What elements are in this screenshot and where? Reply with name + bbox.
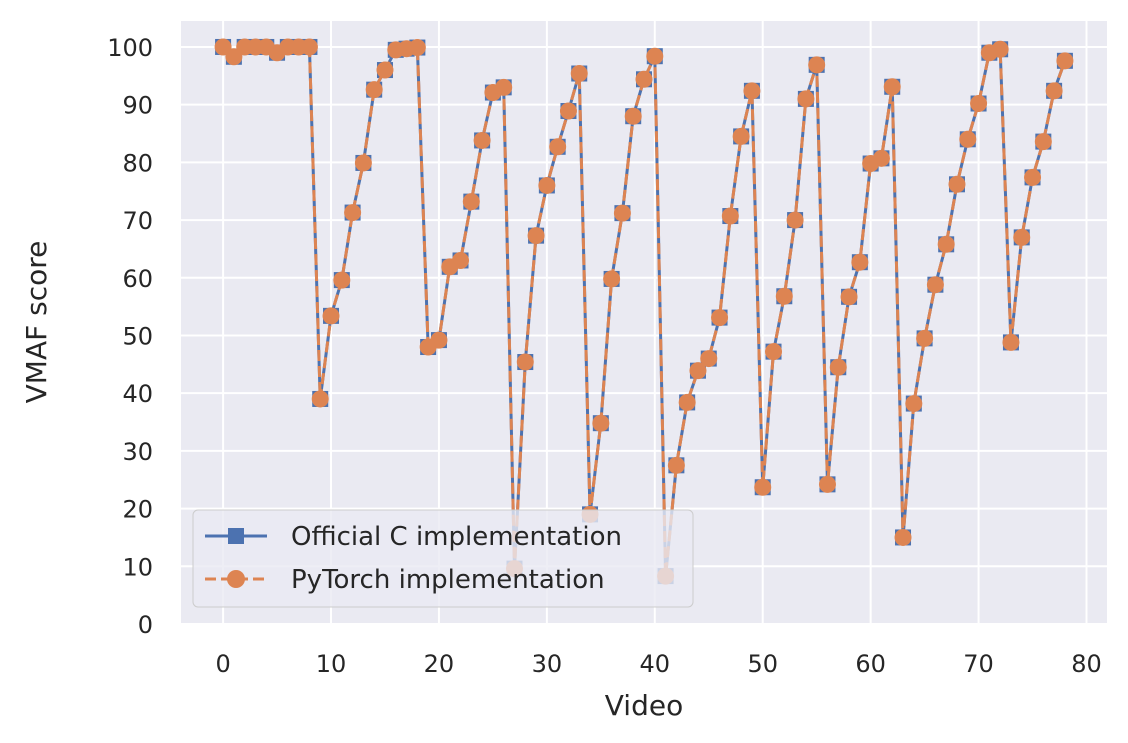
point-pytorch <box>667 456 685 474</box>
point-pytorch <box>495 78 513 96</box>
y-tick-label: 50 <box>122 322 153 350</box>
legend-box <box>192 509 694 608</box>
point-pytorch <box>851 253 869 271</box>
point-pytorch <box>646 47 664 65</box>
point-pytorch <box>570 65 588 83</box>
y-tick-label: 30 <box>122 438 153 466</box>
point-pytorch <box>700 350 718 368</box>
point-pytorch <box>883 78 901 96</box>
point-pytorch <box>1045 82 1063 100</box>
point-pytorch <box>970 95 988 113</box>
point-pytorch <box>311 390 329 408</box>
x-tick-label: 10 <box>316 650 347 678</box>
point-pytorch <box>916 329 934 347</box>
point-pytorch <box>948 175 966 193</box>
point-pytorch <box>894 528 912 546</box>
legend-label-official: Official C implementation <box>291 522 622 552</box>
y-tick-label: 20 <box>122 496 153 524</box>
point-pytorch <box>937 235 955 253</box>
x-tick-label: 60 <box>855 650 886 678</box>
point-pytorch <box>214 38 232 56</box>
y-axis-title: VMAF score <box>20 241 53 404</box>
point-pytorch <box>775 287 793 305</box>
point-pytorch <box>689 362 707 380</box>
x-tick-label: 20 <box>424 650 455 678</box>
point-pytorch <box>549 138 567 156</box>
point-pytorch <box>322 307 340 325</box>
point-pytorch <box>905 395 923 413</box>
point-pytorch <box>1034 133 1052 151</box>
legend-entry-pytorch: PyTorch implementation <box>205 565 605 595</box>
point-pytorch <box>624 107 642 125</box>
point-pytorch <box>959 130 977 148</box>
point-pytorch <box>808 56 826 74</box>
point-pytorch <box>786 211 804 229</box>
legend-entry-official: Official C implementation <box>205 522 622 552</box>
y-tick-label: 60 <box>122 265 153 293</box>
point-pytorch <box>430 331 448 349</box>
point-pytorch <box>354 154 372 172</box>
y-tick-label: 10 <box>122 553 153 581</box>
point-pytorch <box>452 251 470 269</box>
point-pytorch <box>225 48 243 66</box>
point-pytorch <box>711 309 729 327</box>
point-pytorch <box>1013 228 1031 246</box>
point-pytorch <box>603 270 621 288</box>
point-pytorch <box>732 127 750 145</box>
x-tick-label: 30 <box>532 650 563 678</box>
point-pytorch <box>333 271 351 289</box>
legend-marker-square-icon <box>228 528 244 544</box>
point-pytorch <box>376 61 394 79</box>
y-tick-label: 100 <box>107 34 153 62</box>
point-pytorch <box>344 204 362 222</box>
point-pytorch <box>635 70 653 88</box>
x-axis-title: Video <box>605 689 683 722</box>
y-tick-label: 80 <box>122 149 153 177</box>
y-tick-label: 40 <box>122 380 153 408</box>
legend-marker-circle-icon <box>227 570 245 588</box>
point-pytorch <box>991 40 1009 58</box>
point-pytorch <box>678 393 696 411</box>
point-pytorch <box>926 276 944 294</box>
point-pytorch <box>473 131 491 149</box>
point-pytorch <box>592 414 610 432</box>
point-pytorch <box>538 176 556 194</box>
point-pytorch <box>408 39 426 57</box>
x-tick-label: 50 <box>747 650 778 678</box>
y-tick-label: 90 <box>122 92 153 120</box>
point-pytorch <box>613 204 631 222</box>
point-pytorch <box>300 38 318 56</box>
tick-labels: 0 10 20 30 40 50 60 70 80 0 10 20 30 40 50 60 70 80 90 100 <box>107 34 1102 678</box>
x-tick-label: 0 <box>215 650 230 678</box>
point-pytorch <box>818 475 836 493</box>
point-pytorch <box>797 90 815 108</box>
legend-label-pytorch: PyTorch implementation <box>291 565 605 595</box>
legend: Official C implementation PyTorch implem… <box>192 509 694 608</box>
series-layer <box>214 38 1074 585</box>
point-pytorch <box>754 478 772 496</box>
x-tick-label: 70 <box>963 650 994 678</box>
y-tick-label: 70 <box>122 207 153 235</box>
point-pytorch <box>1002 333 1020 351</box>
point-pytorch <box>840 288 858 306</box>
point-pytorch <box>462 193 480 211</box>
point-pytorch <box>527 227 545 245</box>
point-pytorch <box>1056 52 1074 70</box>
point-pytorch <box>872 149 890 167</box>
y-tick-label: 0 <box>138 611 153 639</box>
point-pytorch <box>765 343 783 361</box>
point-pytorch <box>559 102 577 120</box>
point-pytorch <box>743 82 761 100</box>
point-pytorch <box>721 207 739 225</box>
point-pytorch <box>365 81 383 99</box>
point-pytorch <box>829 358 847 376</box>
x-tick-label: 80 <box>1071 650 1102 678</box>
point-pytorch <box>1024 168 1042 186</box>
x-tick-label: 40 <box>640 650 671 678</box>
point-pytorch <box>516 353 534 371</box>
